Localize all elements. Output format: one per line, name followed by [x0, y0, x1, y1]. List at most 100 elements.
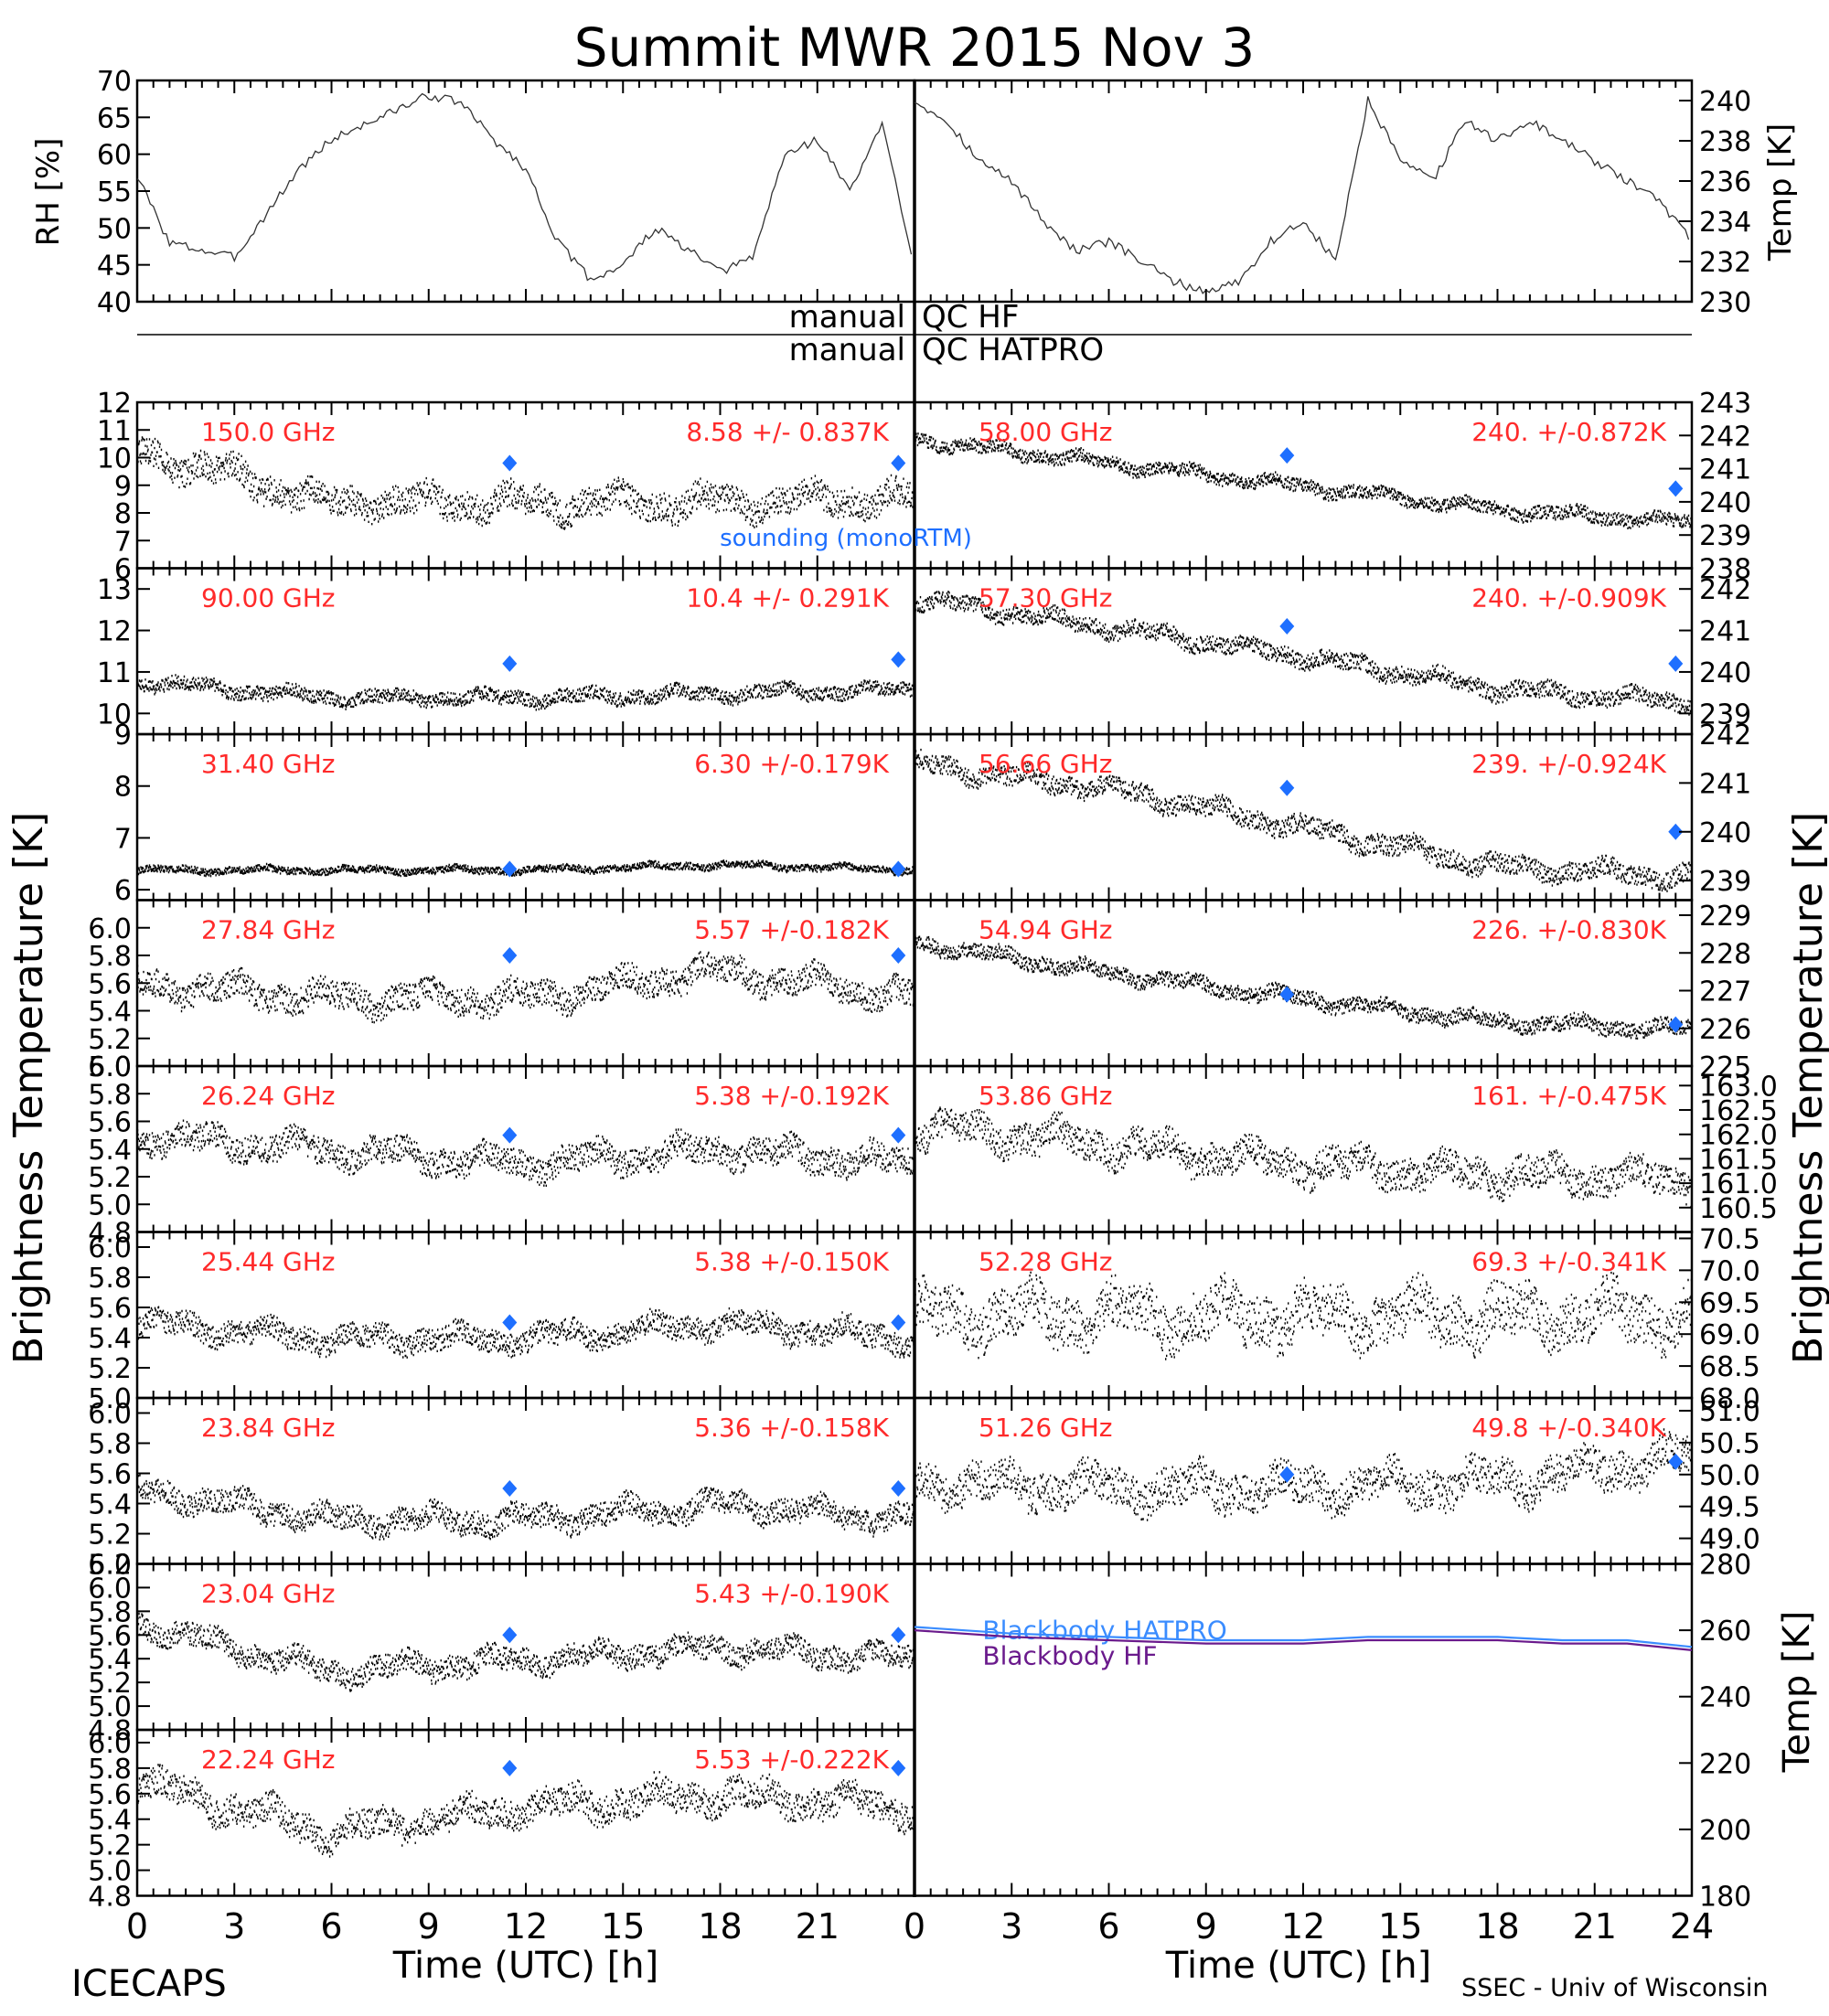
ch-90-sounding-marker — [502, 655, 518, 672]
x-tick-label: 9 — [418, 1906, 440, 1947]
bb-temp-ytick-label: 260 — [1699, 1616, 1751, 1648]
bb-temp-frame — [913, 1563, 1694, 1897]
ch-5228-ytick-label: 68.5 — [1699, 1351, 1760, 1383]
ch-2224-frequency-label: 22.24 GHz — [201, 1744, 336, 1775]
ch-90-ytick-label: 10 — [97, 699, 132, 731]
ch-5666-sounding-marker — [1279, 779, 1295, 796]
ch-5386-ytick-label: 161.0 — [1699, 1168, 1778, 1200]
qc-strip: manual QC HF manual QC HATPRO — [137, 299, 1692, 368]
x-tick-label: 24 — [1670, 1906, 1714, 1947]
ch-5666-ytick-label: 240 — [1699, 817, 1751, 849]
ch-2304-frequency-label: 23.04 GHz — [201, 1579, 336, 1609]
ch-2224-stats-label: 5.53 +/-0.222K — [694, 1744, 889, 1775]
ch-5386-frequency-label: 53.86 GHz — [979, 1081, 1113, 1111]
bb-temp-ytick-label: 280 — [1699, 1550, 1751, 1582]
ch-150-ytick-label: 12 — [97, 388, 132, 420]
met-temp-ytick-label: 240 — [1699, 86, 1751, 118]
ch-5730-ytick-label: 241 — [1699, 616, 1751, 648]
ch-2384-ytick-label: 5.2 — [88, 1520, 132, 1552]
ch-5730-stats-label: 240. +/-0.909K — [1471, 583, 1666, 613]
ch-314-ytick-label: 7 — [114, 823, 132, 855]
met-rh-trace — [136, 92, 913, 282]
ch-2384-trace — [136, 1470, 915, 1541]
ch-2784-trace — [136, 951, 915, 1024]
ch-58-ytick-label: 240 — [1699, 487, 1751, 519]
ch-150-ytick-label: 8 — [114, 498, 132, 530]
ch-5126-x-ticks — [914, 1398, 1693, 1564]
ch-150-sounding-marker — [891, 454, 906, 472]
ch-5666-frequency-label: 56.66 GHz — [979, 749, 1113, 779]
ch-150-ytick-label: 7 — [114, 526, 132, 558]
ch-5228-frequency-label: 52.28 GHz — [979, 1247, 1113, 1277]
ch-2384-sounding-marker — [891, 1480, 906, 1497]
ch-5494-ytick-label: 226 — [1699, 1014, 1751, 1046]
met-rh-ytick-label: 50 — [97, 213, 132, 245]
ch-2624-trace — [136, 1119, 915, 1187]
ch-5386-x-ticks — [914, 1066, 1693, 1232]
met-temp-ylabel: Temp [K] — [1762, 123, 1799, 261]
ch-5386-ytick-label: 160.5 — [1699, 1193, 1778, 1225]
ch-2784-sounding-marker — [502, 947, 518, 964]
ch-5228-ytick-label: 69.5 — [1699, 1287, 1760, 1319]
ch-5666-x-ticks — [914, 734, 1693, 901]
ch-2624-sounding-marker — [891, 1126, 906, 1144]
x-tick-label: 6 — [320, 1906, 342, 1947]
ch-5494-trace — [914, 935, 1693, 1040]
ch-58-frequency-label: 58.00 GHz — [979, 417, 1113, 447]
ch-58-ytick-label: 243 — [1699, 388, 1751, 420]
ch-2384-ytick-label: 5.0 — [88, 1550, 132, 1582]
ch-2304-ytick-label: 6.2 — [88, 1550, 132, 1582]
x-tick-label: 6 — [1097, 1906, 1119, 1947]
ch-58-ytick-label: 238 — [1699, 554, 1751, 586]
ch-2544-x-ticks — [136, 1232, 915, 1398]
ch-314-stats-label: 6.30 +/-0.179K — [694, 749, 889, 779]
ch-5126-ytick-label: 49.5 — [1699, 1492, 1760, 1524]
ch-5494-ytick-label: 225 — [1699, 1051, 1751, 1083]
ch-58-ytick-label: 241 — [1699, 454, 1751, 486]
x-tick-label: 21 — [1573, 1906, 1617, 1947]
ch-5126-ytick-label: 51.0 — [1699, 1396, 1760, 1428]
ch-5666-ytick-label: 242 — [1699, 720, 1751, 752]
ch-2224-trace — [136, 1764, 915, 1858]
ch-2784-ytick-label: 5.4 — [88, 997, 132, 1029]
ch-2624-ytick-label: 5.0 — [88, 1189, 132, 1221]
ch-150-ytick-label: 9 — [114, 471, 132, 503]
ch-2304-ytick-label: 4.8 — [88, 1715, 132, 1747]
x-tick-label: 12 — [1281, 1906, 1325, 1947]
qc-label-hf: QC HF — [922, 299, 1019, 336]
ch-5228-trace — [914, 1271, 1693, 1360]
ch-2544-ytick-label: 5.0 — [88, 1383, 132, 1415]
ch-5386-stats-label: 161. +/-0.475K — [1471, 1081, 1666, 1111]
ch-2784-sounding-marker — [891, 947, 906, 964]
ch-5494-ytick-label: 229 — [1699, 901, 1751, 933]
met-rh-ylabel: RH [%] — [30, 138, 67, 247]
ch-2304-sounding-marker — [502, 1627, 518, 1644]
ch-2304-trace — [136, 1612, 915, 1692]
ch-5730-sounding-marker — [1279, 618, 1295, 635]
footer-icecaps: ICECAPS — [71, 1963, 227, 2005]
ch-5494-frequency-label: 54.94 GHz — [979, 915, 1113, 945]
ch-5228-y-axis: 70.570.069.569.068.568.0 — [1679, 1223, 1760, 1415]
ch-5386-ytick-label: 163.0 — [1699, 1071, 1778, 1103]
met-temp-x-ticks — [914, 80, 1693, 302]
met-temp-ytick-label: 232 — [1699, 247, 1751, 279]
ch-2224-ytick-label: 5.4 — [88, 1805, 132, 1837]
met-temp-ytick-label: 234 — [1699, 207, 1751, 239]
ch-5386-trace — [914, 1106, 1693, 1209]
ch-314-y-axis: 9 8 7 6 — [114, 720, 150, 907]
bb-temp-y-axis: 280 260 240 220 200 180 — [1679, 1550, 1751, 1914]
ch-2544-sounding-marker — [891, 1314, 906, 1331]
ch-5386-ytick-label: 162.5 — [1699, 1095, 1778, 1127]
ch-5228-ytick-label: 70.0 — [1699, 1255, 1760, 1287]
ch-5730-frequency-label: 57.30 GHz — [979, 583, 1113, 613]
ch-2544-stats-label: 5.38 +/-0.150K — [694, 1247, 889, 1277]
ch-314-trace — [136, 859, 915, 878]
ch-2624-ytick-label: 5.2 — [88, 1162, 132, 1194]
ch-5494-stats-label: 226. +/-0.830K — [1471, 915, 1666, 945]
ch-2304-ytick-label: 6.0 — [88, 1573, 132, 1605]
ch-5666-ytick-label: 241 — [1699, 768, 1751, 800]
qc-label-hatpro: QC HATPRO — [922, 332, 1104, 368]
